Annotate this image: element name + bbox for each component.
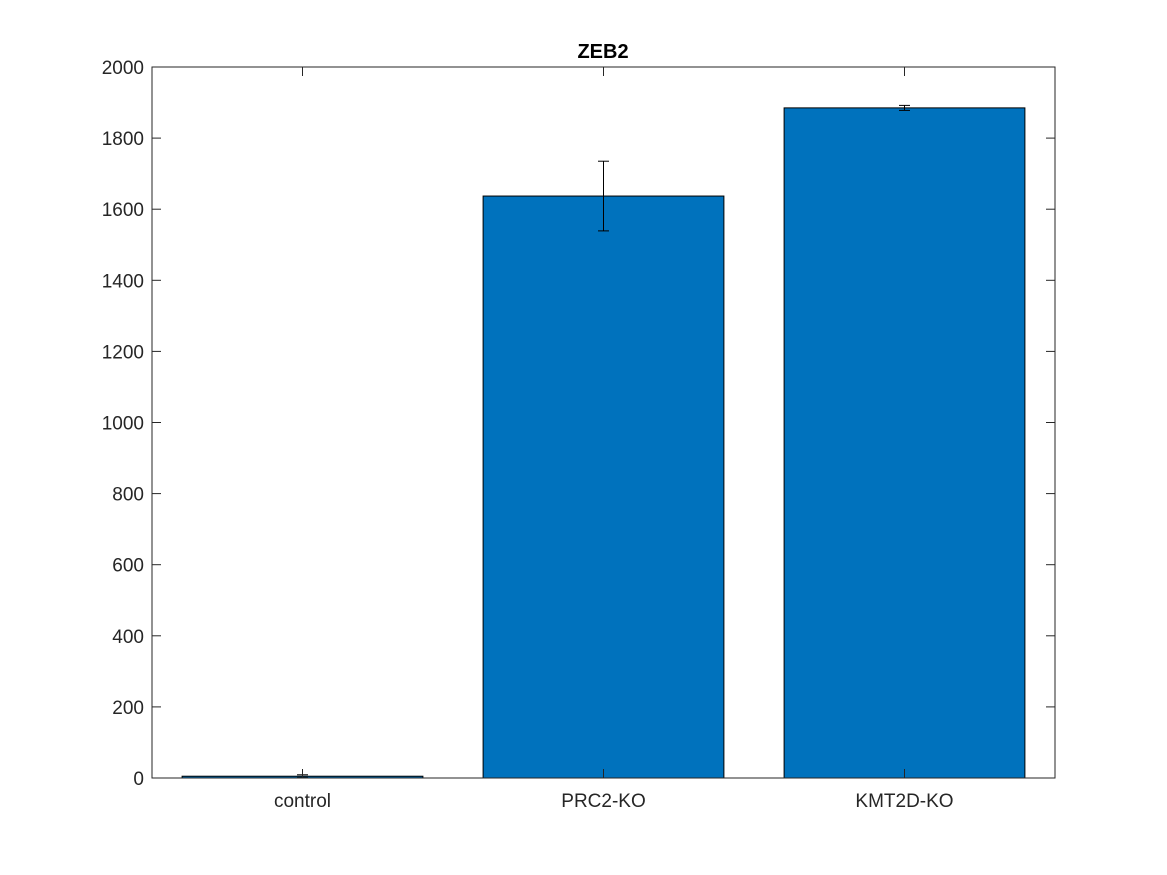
x-tick-label: KMT2D-KO (855, 791, 953, 812)
chart-title: ZEB2 (577, 41, 628, 63)
error-bar-prc2-ko (598, 160, 609, 232)
y-tick-label: 600 (112, 556, 144, 577)
ticks-layer: control PRC2-KO KMT2D-KO 0 200 400 600 800 1000 1… (102, 58, 1055, 812)
x-tick-label: control (274, 791, 331, 812)
y-tick-label: 1200 (102, 342, 144, 363)
y-tick-label: 1600 (102, 200, 144, 221)
y-tick-label: 200 (112, 698, 144, 719)
bar-kmt2d-ko (783, 107, 1026, 779)
y-tick-label: 1000 (102, 414, 144, 435)
y-tick-label: 1400 (102, 271, 144, 292)
error-bar-kmt2d-ko (899, 104, 910, 111)
y-tick-label: 800 (112, 485, 144, 506)
y-tick-label: 1800 (102, 129, 144, 150)
y-tick-label: 0 (133, 769, 144, 790)
bars-layer (181, 107, 1026, 779)
y-tick-label: 400 (112, 627, 144, 648)
x-tick-label: PRC2-KO (561, 791, 645, 812)
bar-prc2-ko (482, 195, 725, 779)
y-tick-label: 2000 (102, 58, 144, 79)
